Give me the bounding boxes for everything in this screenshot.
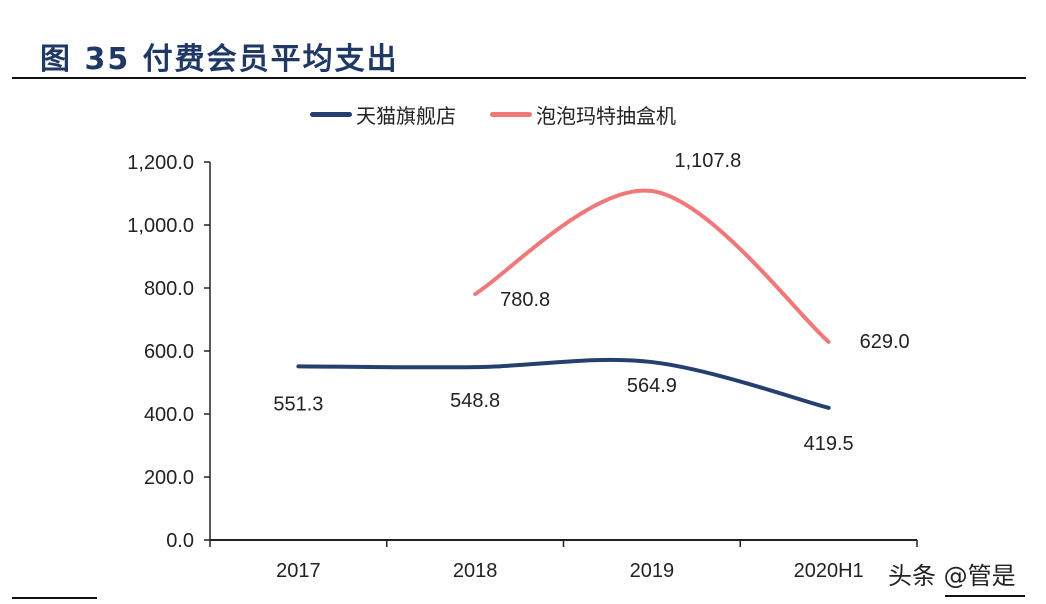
legend-swatch	[310, 112, 352, 117]
x-tick-label: 2020H1	[794, 560, 864, 582]
series-line	[296, 357, 831, 410]
bottom-rule	[12, 597, 97, 599]
x-tick-label: 2019	[630, 560, 675, 582]
data-label: 1,107.8	[675, 150, 742, 172]
data-label: 551.3	[273, 393, 323, 415]
series-line	[473, 188, 831, 344]
chart-title: 图 35 付费会员平均支出	[40, 42, 399, 77]
y-tick-label: 1,000.0	[127, 215, 194, 237]
y-tick-label: 200.0	[144, 467, 194, 489]
legend-item-tmall: 天猫旗舰店	[310, 100, 456, 129]
y-tick-label: 400.0	[144, 404, 194, 426]
data-label: 419.5	[804, 433, 854, 455]
watermark-underline	[945, 595, 1025, 597]
title-divider	[12, 77, 1026, 79]
legend-label: 天猫旗舰店	[356, 104, 456, 128]
legend-label: 泡泡玛特抽盒机	[536, 104, 676, 128]
data-label: 548.8	[450, 390, 500, 412]
data-label: 780.8	[500, 289, 550, 311]
y-tick-label: 800.0	[144, 278, 194, 300]
data-label: 564.9	[627, 375, 677, 397]
legend-item-popmart: 泡泡玛特抽盒机	[490, 100, 676, 129]
legend-swatch	[490, 112, 532, 117]
watermark: 头条 @管是	[888, 562, 1016, 590]
legend: 天猫旗舰店 泡泡玛特抽盒机	[310, 100, 676, 129]
x-tick-label: 2018	[453, 560, 498, 582]
x-tick-label: 2017	[276, 560, 321, 582]
y-tick-label: 600.0	[144, 341, 194, 363]
y-tick-label: 1,200.0	[127, 152, 194, 174]
data-label: 629.0	[860, 331, 910, 353]
y-tick-label: 0.0	[166, 530, 194, 552]
